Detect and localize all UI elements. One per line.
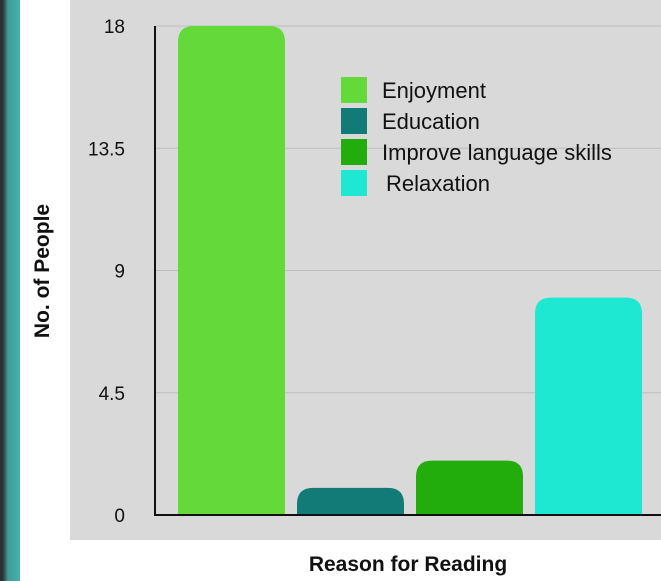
y-tick-label: 4.5 (99, 384, 125, 405)
bar-education (297, 487, 404, 515)
y-axis-title: No. of People (31, 204, 54, 338)
legend-label: Enjoyment (382, 78, 486, 103)
y-tick-labels: 0 4.5 9 13.5 18 (88, 17, 125, 527)
legend-swatch (341, 77, 367, 103)
bar-improve-language-skills (416, 460, 523, 515)
legend-label: Education (382, 109, 480, 134)
legend: Enjoyment Education Improve language skill… (341, 77, 612, 196)
bar-relaxation (535, 297, 642, 515)
legend-label: Relaxation (386, 171, 490, 196)
bars (178, 26, 642, 515)
bar-enjoyment (178, 26, 285, 515)
y-tick-label: 13.5 (88, 139, 125, 160)
y-tick-label: 0 (114, 506, 125, 527)
legend-swatch (341, 108, 367, 134)
left-decorative-strip (0, 0, 20, 581)
y-tick-label: 9 (114, 262, 125, 283)
x-axis-title: Reason for Reading (309, 553, 507, 576)
legend-label: Improve language skills (382, 140, 612, 165)
legend-swatch (341, 170, 367, 196)
y-tick-label: 18 (104, 17, 125, 38)
legend-swatch (341, 139, 367, 165)
